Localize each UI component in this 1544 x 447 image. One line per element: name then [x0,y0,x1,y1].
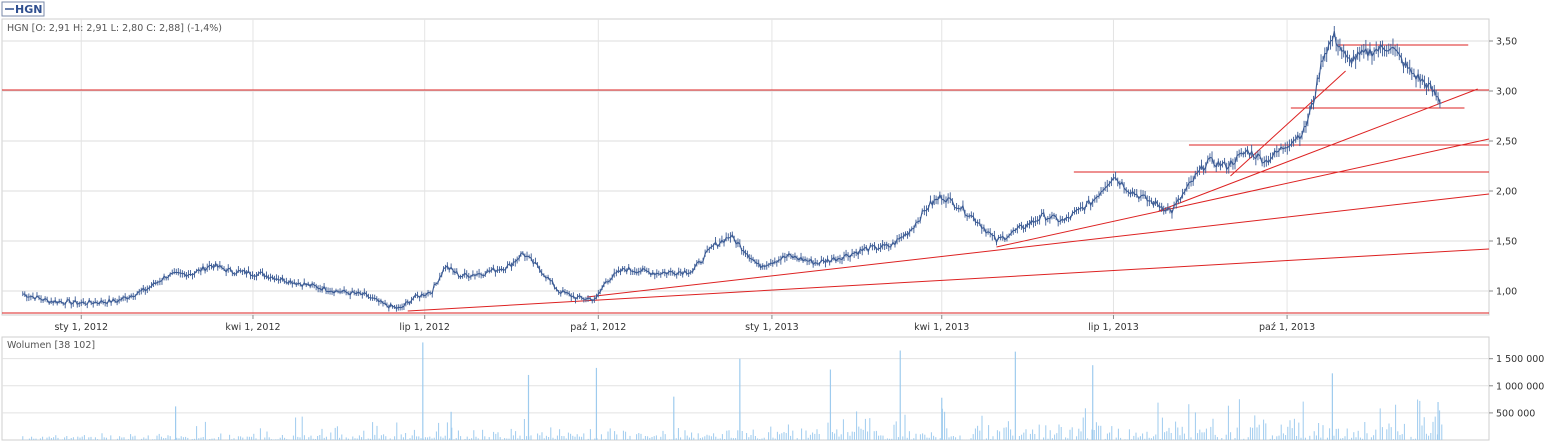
date-tick-label: paź 1, 2012 [570,322,626,333]
price-tick-label: 2,50 [1496,137,1517,148]
sloped-trendline [586,193,1490,298]
volume-bars [22,342,1443,440]
date-tick-label: sty 1, 2012 [54,322,108,333]
volume-gridlines [2,358,1489,414]
price-tick-label: 2,00 [1496,187,1517,198]
date-tick-label: paź 1, 2013 [1259,322,1315,333]
price-panel-frame [1,18,1490,316]
date-tick-label: kwi 1, 2012 [225,322,280,333]
date-tick-label: lip 1, 2013 [1088,322,1139,333]
date-tick-label: sty 1, 2013 [745,322,799,333]
volume-panel-frame [1,336,1490,441]
date-tick-label: kwi 1, 2013 [914,322,969,333]
sloped-trendline [1158,88,1478,212]
price-tick-label: 1,00 [1496,287,1517,298]
volume-tick-label: 1 500 000 [1496,354,1544,365]
price-series [22,25,1442,312]
ohlc-readout: HGN [O: 2,91 H: 2,91 L: 2,80 C: 2,88] (-… [7,23,222,34]
date-axis: sty 1, 2012 kwi 1, 2012 lip 1, 2012 paź 1, … [54,315,1315,333]
price-axis: 1,00 1,50 2,00 2,50 3,00 3,50 [1489,37,1517,298]
volume-tick-label: 500 000 [1496,408,1535,419]
volume-label: Wolumen [38 102] [7,340,95,351]
price-line-HGN [22,31,1442,310]
price-tick-label: 3,50 [1496,37,1517,48]
date-tick-label: lip 1, 2012 [399,322,450,333]
price-gridlines [2,40,1489,292]
volume-axis: 500 000 1 000 000 1 500 000 [1489,354,1544,419]
legend-tab[interactable]: HGN [1,1,45,17]
price-tick-label: 1,50 [1496,237,1517,248]
sloped-trendline [1230,70,1346,177]
volume-tick-label: 1 000 000 [1496,381,1544,392]
legend-label: HGN [15,3,42,16]
price-tick-label: 3,00 [1496,87,1517,98]
sloped-trendline [996,138,1490,248]
